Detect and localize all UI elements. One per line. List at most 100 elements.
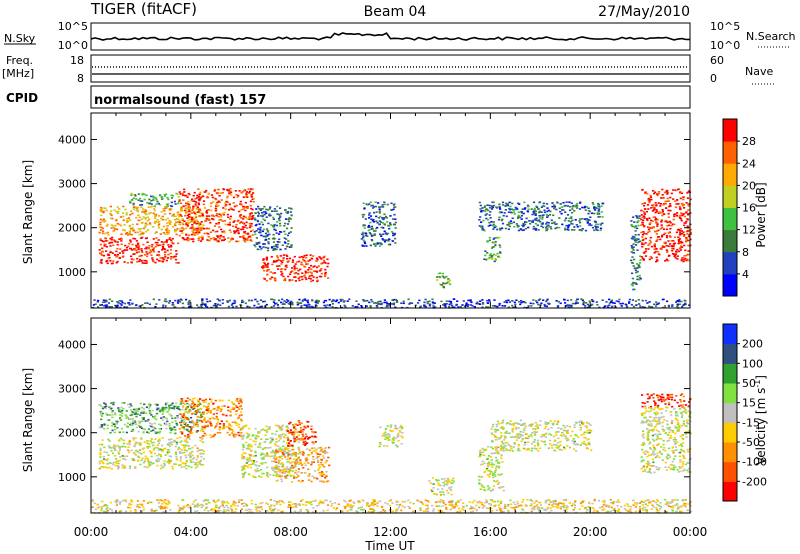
echo-cell <box>504 205 507 207</box>
echo-cell <box>116 241 119 243</box>
echo-cell <box>174 219 177 221</box>
echo-cell <box>488 254 491 257</box>
echo-cell <box>682 235 685 237</box>
echo-cell <box>299 451 302 454</box>
echo-cell <box>122 215 125 218</box>
echo-cell <box>278 471 281 473</box>
echo-cell <box>167 230 171 232</box>
echo-cell <box>679 242 683 244</box>
echo-cell <box>140 204 144 206</box>
echo-cell <box>222 423 225 425</box>
echo-cell <box>488 299 491 301</box>
echo-cell <box>255 237 258 239</box>
echo-cell <box>240 419 243 422</box>
echo-cell <box>400 302 403 304</box>
echo-cell <box>108 466 111 469</box>
echo-cell <box>598 306 601 309</box>
echo-cell <box>276 265 279 267</box>
echo-cell <box>199 198 202 200</box>
echo-cell <box>536 206 539 208</box>
echo-cell <box>498 236 501 239</box>
echo-cell <box>186 196 189 198</box>
echo-cell <box>118 446 121 448</box>
echo-cell <box>290 300 293 303</box>
echo-cell <box>104 407 107 410</box>
echo-cell <box>143 460 146 462</box>
echo-cell <box>242 446 245 449</box>
echo-cell <box>644 242 647 244</box>
echo-cell <box>280 270 283 273</box>
echo-cell <box>274 453 277 455</box>
echo-cell <box>251 234 254 236</box>
echo-cell <box>644 255 648 257</box>
echo-cell <box>207 193 210 195</box>
echo-cell <box>386 203 389 206</box>
echo-cell <box>563 227 567 229</box>
echo-cell <box>145 251 148 253</box>
echo-cell <box>191 198 194 201</box>
echo-cell <box>174 230 177 233</box>
echo-cell <box>118 440 121 442</box>
echo-cell <box>202 458 205 460</box>
echo-cell <box>640 256 643 258</box>
echo-cell <box>676 199 679 201</box>
echo-cell <box>141 251 144 254</box>
echo-cell <box>231 430 235 432</box>
echo-cell <box>235 399 238 402</box>
echo-cell <box>581 206 584 209</box>
echo-cell <box>181 221 184 224</box>
echo-cell <box>219 432 222 434</box>
echo-cell <box>175 233 178 236</box>
echo-cell <box>527 226 530 229</box>
echo-cell <box>652 204 655 206</box>
echo-cell <box>141 420 144 422</box>
echo-cell <box>229 428 232 431</box>
echo-cell <box>133 453 136 455</box>
echo-cell <box>245 194 248 196</box>
echo-cell <box>360 233 364 236</box>
echo-cell <box>311 441 314 443</box>
echo-cell <box>374 245 377 247</box>
echo-cell <box>120 238 123 240</box>
echo-cell <box>170 443 174 446</box>
echo-cell <box>114 464 117 467</box>
echo-cell <box>596 223 599 226</box>
echo-cell <box>191 209 194 212</box>
echo-cell <box>148 443 151 445</box>
echo-cell <box>284 277 287 280</box>
echo-cell <box>545 213 548 216</box>
echo-cell <box>289 431 292 433</box>
echo-cell <box>117 465 120 467</box>
echo-cell <box>647 226 650 229</box>
echo-cell <box>444 305 447 308</box>
echo-cell <box>346 300 349 302</box>
echo-cell <box>186 208 189 210</box>
echo-cell <box>231 421 234 423</box>
echo-cell <box>541 222 544 224</box>
echo-cell <box>293 255 296 258</box>
echo-cell <box>687 203 690 205</box>
echo-cell <box>538 210 541 213</box>
echo-cell <box>311 299 314 301</box>
echo-cell <box>293 272 296 275</box>
echo-cell <box>124 208 127 211</box>
echo-cell <box>410 302 414 304</box>
echo-cell <box>513 301 516 304</box>
echo-cell <box>521 208 524 210</box>
echo-cell <box>228 221 231 224</box>
echo-cell <box>175 405 178 408</box>
echo-cell <box>423 301 426 304</box>
echo-cell <box>642 210 645 213</box>
echo-cell <box>137 407 141 410</box>
echo-cell <box>292 474 295 477</box>
echo-cell <box>260 221 263 223</box>
echo-cell <box>246 305 249 308</box>
echo-cell <box>279 225 282 227</box>
echo-cell <box>250 240 253 242</box>
echo-cell <box>299 461 303 463</box>
echo-cell <box>179 230 182 232</box>
echo-cell <box>201 237 204 239</box>
echo-cell <box>590 299 594 301</box>
echo-cell <box>240 209 243 211</box>
